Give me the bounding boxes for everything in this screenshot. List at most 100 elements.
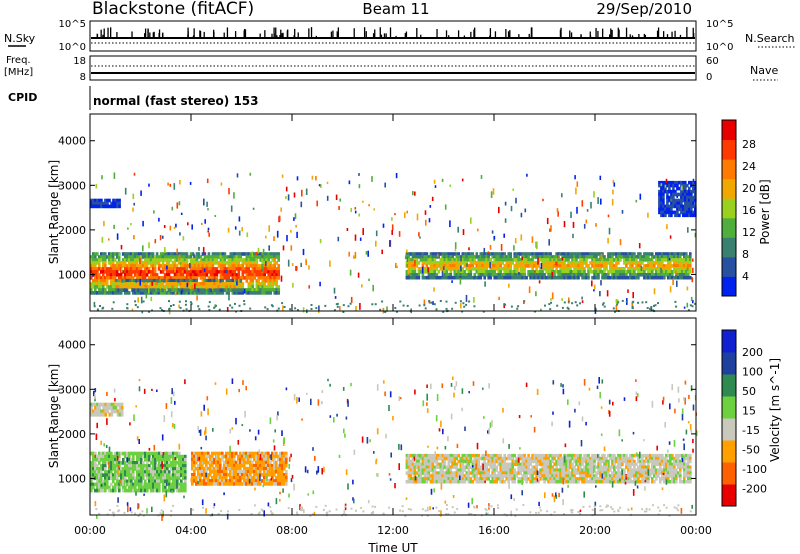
- power-colorbar-tick: 20: [742, 182, 756, 195]
- scatter-echo: [196, 295, 198, 300]
- range-cell: [285, 482, 288, 486]
- scatter-echo: [422, 267, 424, 274]
- nsky-panel-frame: [90, 21, 696, 51]
- near-range-echo: [381, 301, 383, 303]
- scatter-echo: [355, 207, 357, 209]
- near-range-echo: [267, 308, 269, 310]
- scatter-echo: [517, 266, 519, 273]
- scatter-echo: [463, 229, 465, 235]
- scatter-echo: [295, 225, 297, 228]
- scatter-echo: [174, 183, 176, 190]
- near-range-echo: [324, 305, 326, 307]
- scatter-echo: [190, 182, 192, 185]
- scatter-echo: [201, 223, 203, 225]
- scatter-echo: [593, 191, 595, 197]
- near-range-echo: [185, 300, 187, 302]
- near-range-echo: [284, 306, 286, 308]
- scatter-echo: [347, 228, 349, 231]
- near-range-echo: [375, 303, 377, 305]
- scatter-echo: [651, 253, 653, 255]
- scatter-echo: [125, 188, 127, 195]
- scatter-echo: [179, 180, 181, 185]
- scatter-echo: [350, 208, 352, 212]
- scatter-echo: [349, 181, 351, 185]
- colorbar-swatch: [722, 140, 736, 160]
- scatter-echo: [392, 224, 394, 230]
- scatter-echo: [366, 251, 368, 255]
- scatter-echo: [406, 250, 408, 253]
- scatter-echo: [153, 210, 155, 213]
- near-range-echo: [234, 303, 236, 305]
- scatter-echo: [335, 296, 337, 299]
- scatter-echo: [547, 218, 549, 224]
- near-range-echo: [371, 303, 373, 305]
- scatter-echo: [391, 230, 393, 235]
- scatter-echo: [389, 240, 391, 247]
- scatter-echo: [600, 199, 602, 205]
- near-range-echo: [113, 301, 115, 303]
- near-range-echo: [632, 301, 634, 303]
- scatter-echo: [666, 179, 668, 183]
- scatter-echo: [536, 242, 538, 249]
- scatter-echo: [608, 215, 610, 218]
- scatter-echo: [141, 297, 143, 304]
- scatter-echo: [381, 250, 383, 255]
- scatter-echo: [407, 256, 409, 262]
- nsky-bars: [91, 27, 695, 43]
- scatter-echo: [175, 291, 177, 295]
- near-range-echo: [289, 308, 291, 310]
- scatter-echo: [508, 284, 510, 288]
- scatter-echo: [187, 268, 189, 271]
- scatter-echo: [263, 249, 265, 254]
- near-range-echo: [160, 307, 162, 309]
- scatter-echo: [672, 279, 674, 285]
- scatter-echo: [632, 292, 634, 298]
- scatter-echo: [493, 188, 495, 195]
- near-range-echo: [243, 303, 245, 305]
- scatter-echo: [601, 254, 603, 260]
- near-range-echo: [576, 304, 578, 306]
- power-ylabel: Slant Range [km]: [47, 160, 61, 264]
- scatter-echo: [616, 299, 618, 303]
- scatter-echo: [525, 209, 527, 213]
- scatter-echo: [288, 260, 290, 267]
- near-range-echo: [197, 305, 199, 307]
- scatter-echo: [552, 272, 554, 277]
- scatter-echo: [155, 239, 157, 243]
- scatter-echo: [391, 217, 393, 221]
- scatter-echo: [350, 270, 352, 276]
- scatter-echo: [286, 187, 288, 192]
- scatter-echo: [574, 175, 576, 179]
- scatter-echo: [228, 295, 230, 301]
- scatter-echo: [609, 228, 611, 235]
- scatter-echo: [140, 191, 142, 196]
- scatter-echo: [318, 305, 320, 311]
- scatter-echo: [503, 234, 505, 238]
- scatter-echo: [295, 213, 297, 219]
- scatter-echo: [561, 298, 563, 301]
- scatter-echo: [443, 266, 445, 270]
- scatter-echo: [181, 213, 183, 215]
- scatter-echo: [375, 241, 377, 247]
- scatter-echo: [183, 236, 185, 240]
- scatter-echo: [339, 199, 341, 202]
- scatter-echo: [430, 205, 432, 208]
- near-range-echo: [350, 303, 352, 305]
- scatter-echo: [231, 206, 233, 212]
- scatter-echo: [636, 200, 638, 203]
- scatter-echo: [174, 267, 176, 272]
- scatter-echo: [277, 231, 279, 238]
- scatter-echo: [594, 285, 596, 289]
- scatter-echo: [292, 263, 294, 266]
- near-range-echo: [399, 301, 401, 303]
- range-cell: [285, 464, 288, 468]
- scatter-echo: [339, 306, 341, 310]
- velocity-plot: [90, 377, 698, 521]
- scatter-echo: [607, 290, 609, 296]
- scatter-echo: [103, 221, 105, 226]
- scatter-echo: [489, 262, 491, 268]
- scatter-echo: [228, 188, 230, 194]
- scatter-echo: [170, 184, 172, 187]
- near-range-echo: [213, 307, 215, 309]
- scatter-echo: [687, 227, 689, 233]
